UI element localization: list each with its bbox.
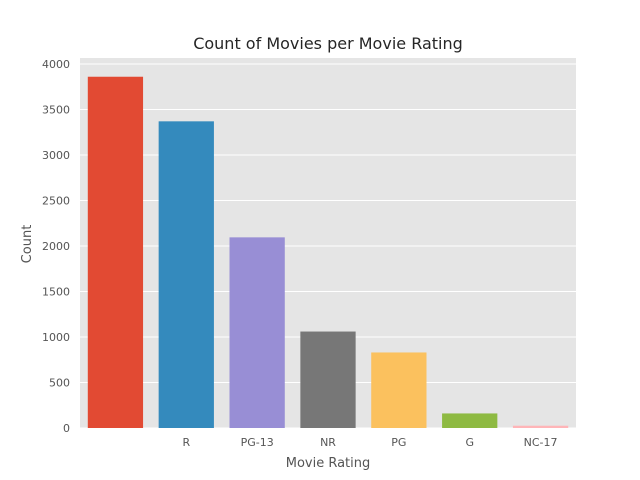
bar-g: [442, 413, 498, 428]
y-tick-label: 1500: [42, 286, 70, 299]
y-tick-label: 500: [49, 377, 70, 390]
x-axis-label: Movie Rating: [286, 456, 371, 471]
bar-pg: [371, 352, 427, 428]
x-tick-label: R: [182, 436, 190, 449]
bar-r: [158, 121, 214, 428]
y-tick-label: 0: [63, 422, 70, 435]
y-tick-label: 4000: [42, 58, 70, 71]
y-axis-label: Count: [20, 225, 35, 264]
x-tick-label: NC-17: [524, 436, 558, 449]
bar-nc-17: [512, 425, 569, 428]
y-axis-ticks: 0 500 1000 1500 2000 2500 3000 3500 4000: [42, 58, 70, 435]
bar-blank: [87, 76, 144, 429]
y-tick-label: 1000: [42, 331, 70, 344]
x-tick-label: G: [465, 436, 474, 449]
x-tick-label: PG-13: [241, 436, 274, 449]
chart-title: Count of Movies per Movie Rating: [193, 34, 463, 53]
x-axis-ticks: R PG-13 NR PG G NC-17: [182, 436, 557, 449]
bar-pg-13: [229, 237, 285, 428]
y-tick-label: 3500: [42, 104, 70, 117]
bars-group: [87, 76, 569, 429]
y-tick-label: 2000: [42, 240, 70, 253]
y-tick-label: 2500: [42, 195, 70, 208]
bar-nr: [300, 331, 356, 428]
x-tick-label: NR: [320, 436, 336, 449]
y-tick-label: 3000: [42, 149, 70, 162]
x-tick-label: PG: [391, 436, 406, 449]
